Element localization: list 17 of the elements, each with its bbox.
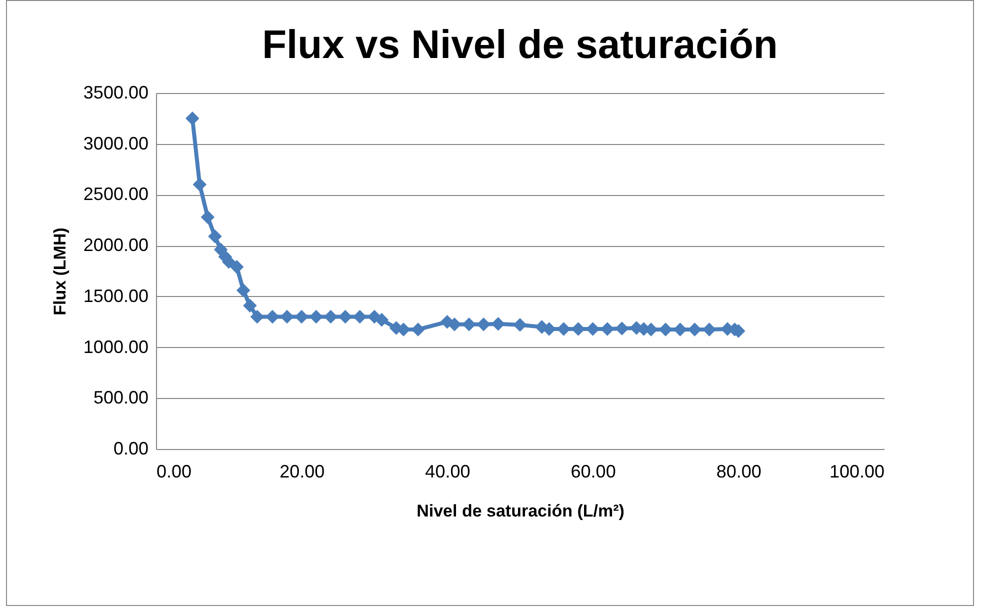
y-tick-label: 1500.00 bbox=[83, 286, 148, 306]
x-tick-label: 20.00 bbox=[280, 462, 325, 482]
x-tick-label: 40.00 bbox=[425, 462, 470, 482]
y-tick-label: 500.00 bbox=[93, 388, 148, 408]
y-tick-label: 3000.00 bbox=[83, 133, 148, 154]
y-tick-label: 1000.00 bbox=[83, 336, 148, 357]
x-tick-label: 60.00 bbox=[570, 462, 616, 482]
y-tick-label: 3500.00 bbox=[83, 82, 148, 102]
y-tick-label: 2500.00 bbox=[83, 184, 148, 204]
x-tick-label: 100.00 bbox=[829, 462, 884, 482]
x-tick-label: 80.00 bbox=[716, 462, 762, 482]
x-tick-label: 0.00 bbox=[156, 462, 192, 482]
y-tick-label: 0.00 bbox=[113, 438, 148, 458]
y-axis-title: Flux (LMH) bbox=[50, 228, 70, 316]
y-tick-label: 2000.00 bbox=[83, 235, 148, 256]
x-axis-title: Nivel de saturación (L/m²) bbox=[416, 502, 624, 520]
chart-title: Flux vs Nivel de saturación bbox=[262, 23, 778, 67]
